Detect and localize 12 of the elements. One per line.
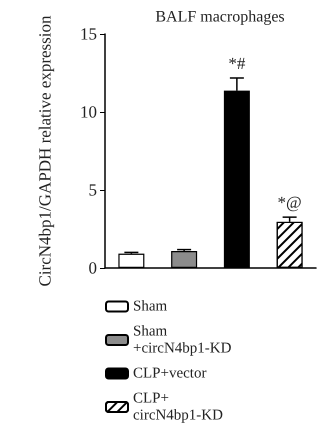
- data-label: *#: [228, 54, 246, 73]
- legend-label: CLP+ circN4bp1-KD: [133, 390, 224, 424]
- legend-label: CLP+vector: [133, 366, 206, 382]
- y-tick-label: 0: [88, 258, 97, 278]
- data-label: *@: [278, 193, 302, 212]
- y-tick-label: 15: [80, 24, 97, 44]
- legend-label: Sham: [133, 298, 168, 314]
- y-tick-label: 5: [88, 180, 97, 200]
- y-axis-title: CircN4bp1/GAPDH relative expression: [36, 15, 54, 287]
- legend-label: Sham +circN4bp1-KD: [133, 324, 232, 356]
- chart-title: BALF macrophages: [155, 8, 285, 26]
- y-tick-label: 10: [80, 102, 97, 122]
